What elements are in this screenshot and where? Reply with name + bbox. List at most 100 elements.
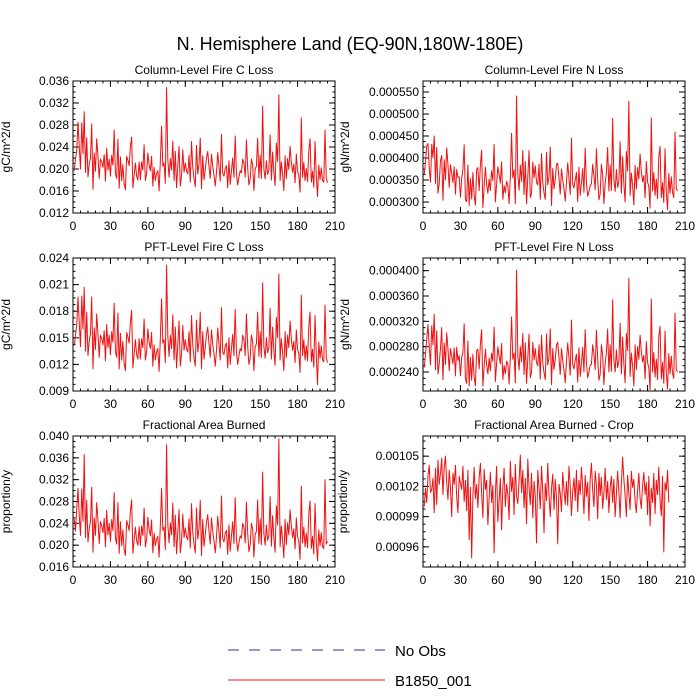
plot-frame [72,257,336,392]
y-tick-label: 0.036 [39,451,69,465]
y-axis-label: gN/m^2/d [338,122,352,173]
y-tick-label: 0.000400 [369,264,419,278]
x-tick-label: 0 [70,397,77,411]
x-tick-label: 60 [491,219,505,233]
x-tick-label: 120 [563,219,583,233]
x-tick-label: 150 [600,397,620,411]
y-tick-label: 0.000360 [369,289,419,303]
y-tick-label: 0.000320 [369,314,419,328]
y-tick-label: 0.024 [39,251,69,265]
x-tick-label: 60 [141,573,155,587]
panel-pft-c-loss: PFT-Level Fire C Loss gC/m^2/d 0 30 60 90 120 1… [0,240,345,411]
x-tick-label: 60 [491,573,505,587]
y-tick-label: 0.015 [39,331,69,345]
x-tick-label: 150 [600,573,620,587]
x-tick-label: 0 [70,219,77,233]
y-tick-label: 0.036 [39,74,69,88]
x-tick-label: 90 [179,573,193,587]
x-tick-label: 90 [179,397,193,411]
y-tick-label: 0.00096 [376,540,420,554]
x-tick-label: 120 [213,573,233,587]
x-tick-label: 180 [638,397,658,411]
x-tick-label: 0 [420,397,427,411]
x-tick-label: 210 [325,397,345,411]
x-tick-label: 60 [141,397,155,411]
y-tick-label: 0.032 [39,473,69,487]
y-axis-label: gC/m^2/d [0,299,13,350]
x-tick-label: 210 [675,397,695,411]
y-tick-label: 0.00102 [376,479,420,493]
y-tick-label: 0.00105 [376,449,420,463]
y-tick-label: 0.040 [39,429,69,443]
y-tick-label: 0.018 [39,304,69,318]
y-tick-label: 0.000350 [369,173,419,187]
x-tick-label: 180 [288,573,308,587]
x-tick-label: 30 [104,397,118,411]
series-line-b1850-001 [423,269,678,391]
x-tick-label: 90 [529,397,543,411]
y-tick-label: 0.020 [39,538,69,552]
y-tick-label: 0.028 [39,495,69,509]
y-axis-label: proportion/y [0,470,13,533]
panel-title: Column-Level Fire N Loss [485,63,624,77]
y-tick-label: 0.000280 [369,340,419,354]
series-line-b1850-001 [423,454,670,559]
y-tick-label: 0.021 [39,278,69,292]
y-tick-label: 0.028 [39,118,69,132]
legend: No Obs B1850_001 [228,643,472,690]
panel-fractional-area-burned-crop: Fractional Area Burned - Crop proportion/… [336,418,695,587]
x-tick-label: 180 [288,219,308,233]
panel-column-c-loss: Column-Level Fire C Loss gC/m^2/d 0 30 60 90 1… [0,63,345,233]
plot-frame [72,80,336,214]
y-tick-label: 0.020 [39,162,69,176]
x-tick-label: 180 [638,573,658,587]
y-axis-label: gC/m^2/d [0,122,13,173]
x-tick-label: 150 [250,573,270,587]
series-line-b1850-001 [73,438,328,562]
panel-title: PFT-Level Fire N Loss [494,240,613,254]
y-tick-label: 0.016 [39,184,69,198]
x-tick-label: 210 [325,573,345,587]
panel-fractional-area-burned: Fractional Area Burned proportion/y 0 30 60 9… [0,418,345,587]
y-tick-label: 0.024 [39,140,69,154]
y-tick-label: 0.012 [39,357,69,371]
x-tick-label: 0 [420,219,427,233]
y-tick-label: 0.00099 [376,510,420,524]
x-tick-label: 90 [529,573,543,587]
x-tick-label: 120 [213,397,233,411]
panel-pft-n-loss: PFT-Level Fire N Loss gN/m^2/d 0 30 60 90 120 1… [338,240,695,411]
series-line-b1850-001 [73,87,328,197]
y-tick-label: 0.000400 [369,151,419,165]
x-tick-label: 30 [454,219,468,233]
panel-title: Fractional Area Burned - Crop [474,418,634,432]
x-tick-label: 30 [104,573,118,587]
main-title: N. Hemisphere Land (EQ-90N,180W-180E) [177,34,524,54]
x-tick-label: 60 [141,219,155,233]
x-tick-label: 90 [529,219,543,233]
series-line-b1850-001 [73,264,328,386]
y-tick-label: 0.016 [39,560,69,574]
legend-label-no-obs: No Obs [395,643,446,660]
y-tick-label: 0.024 [39,516,69,530]
x-tick-label: 120 [563,573,583,587]
x-tick-label: 150 [250,397,270,411]
panel-title: Column-Level Fire C Loss [135,63,274,77]
x-tick-label: 0 [420,573,427,587]
panel-title: Fractional Area Burned [143,418,266,432]
y-tick-label: 0.000500 [369,107,419,121]
x-tick-label: 180 [288,397,308,411]
y-tick-label: 0.000240 [369,365,419,379]
x-tick-label: 30 [104,219,118,233]
y-tick-label: 0.000550 [369,85,419,99]
plot-frame [72,435,336,568]
y-tick-label: 0.012 [39,206,69,220]
panel-column-n-loss: Column-Level Fire N Loss gN/m^2/d 0 30 60 90 1… [338,63,695,233]
y-tick-label: 0.000300 [369,195,419,209]
x-tick-label: 30 [454,573,468,587]
x-tick-label: 120 [213,219,233,233]
x-tick-label: 0 [70,573,77,587]
series-line-b1850-001 [423,95,678,211]
x-tick-label: 210 [675,219,695,233]
y-tick-label: 0.009 [39,384,69,398]
